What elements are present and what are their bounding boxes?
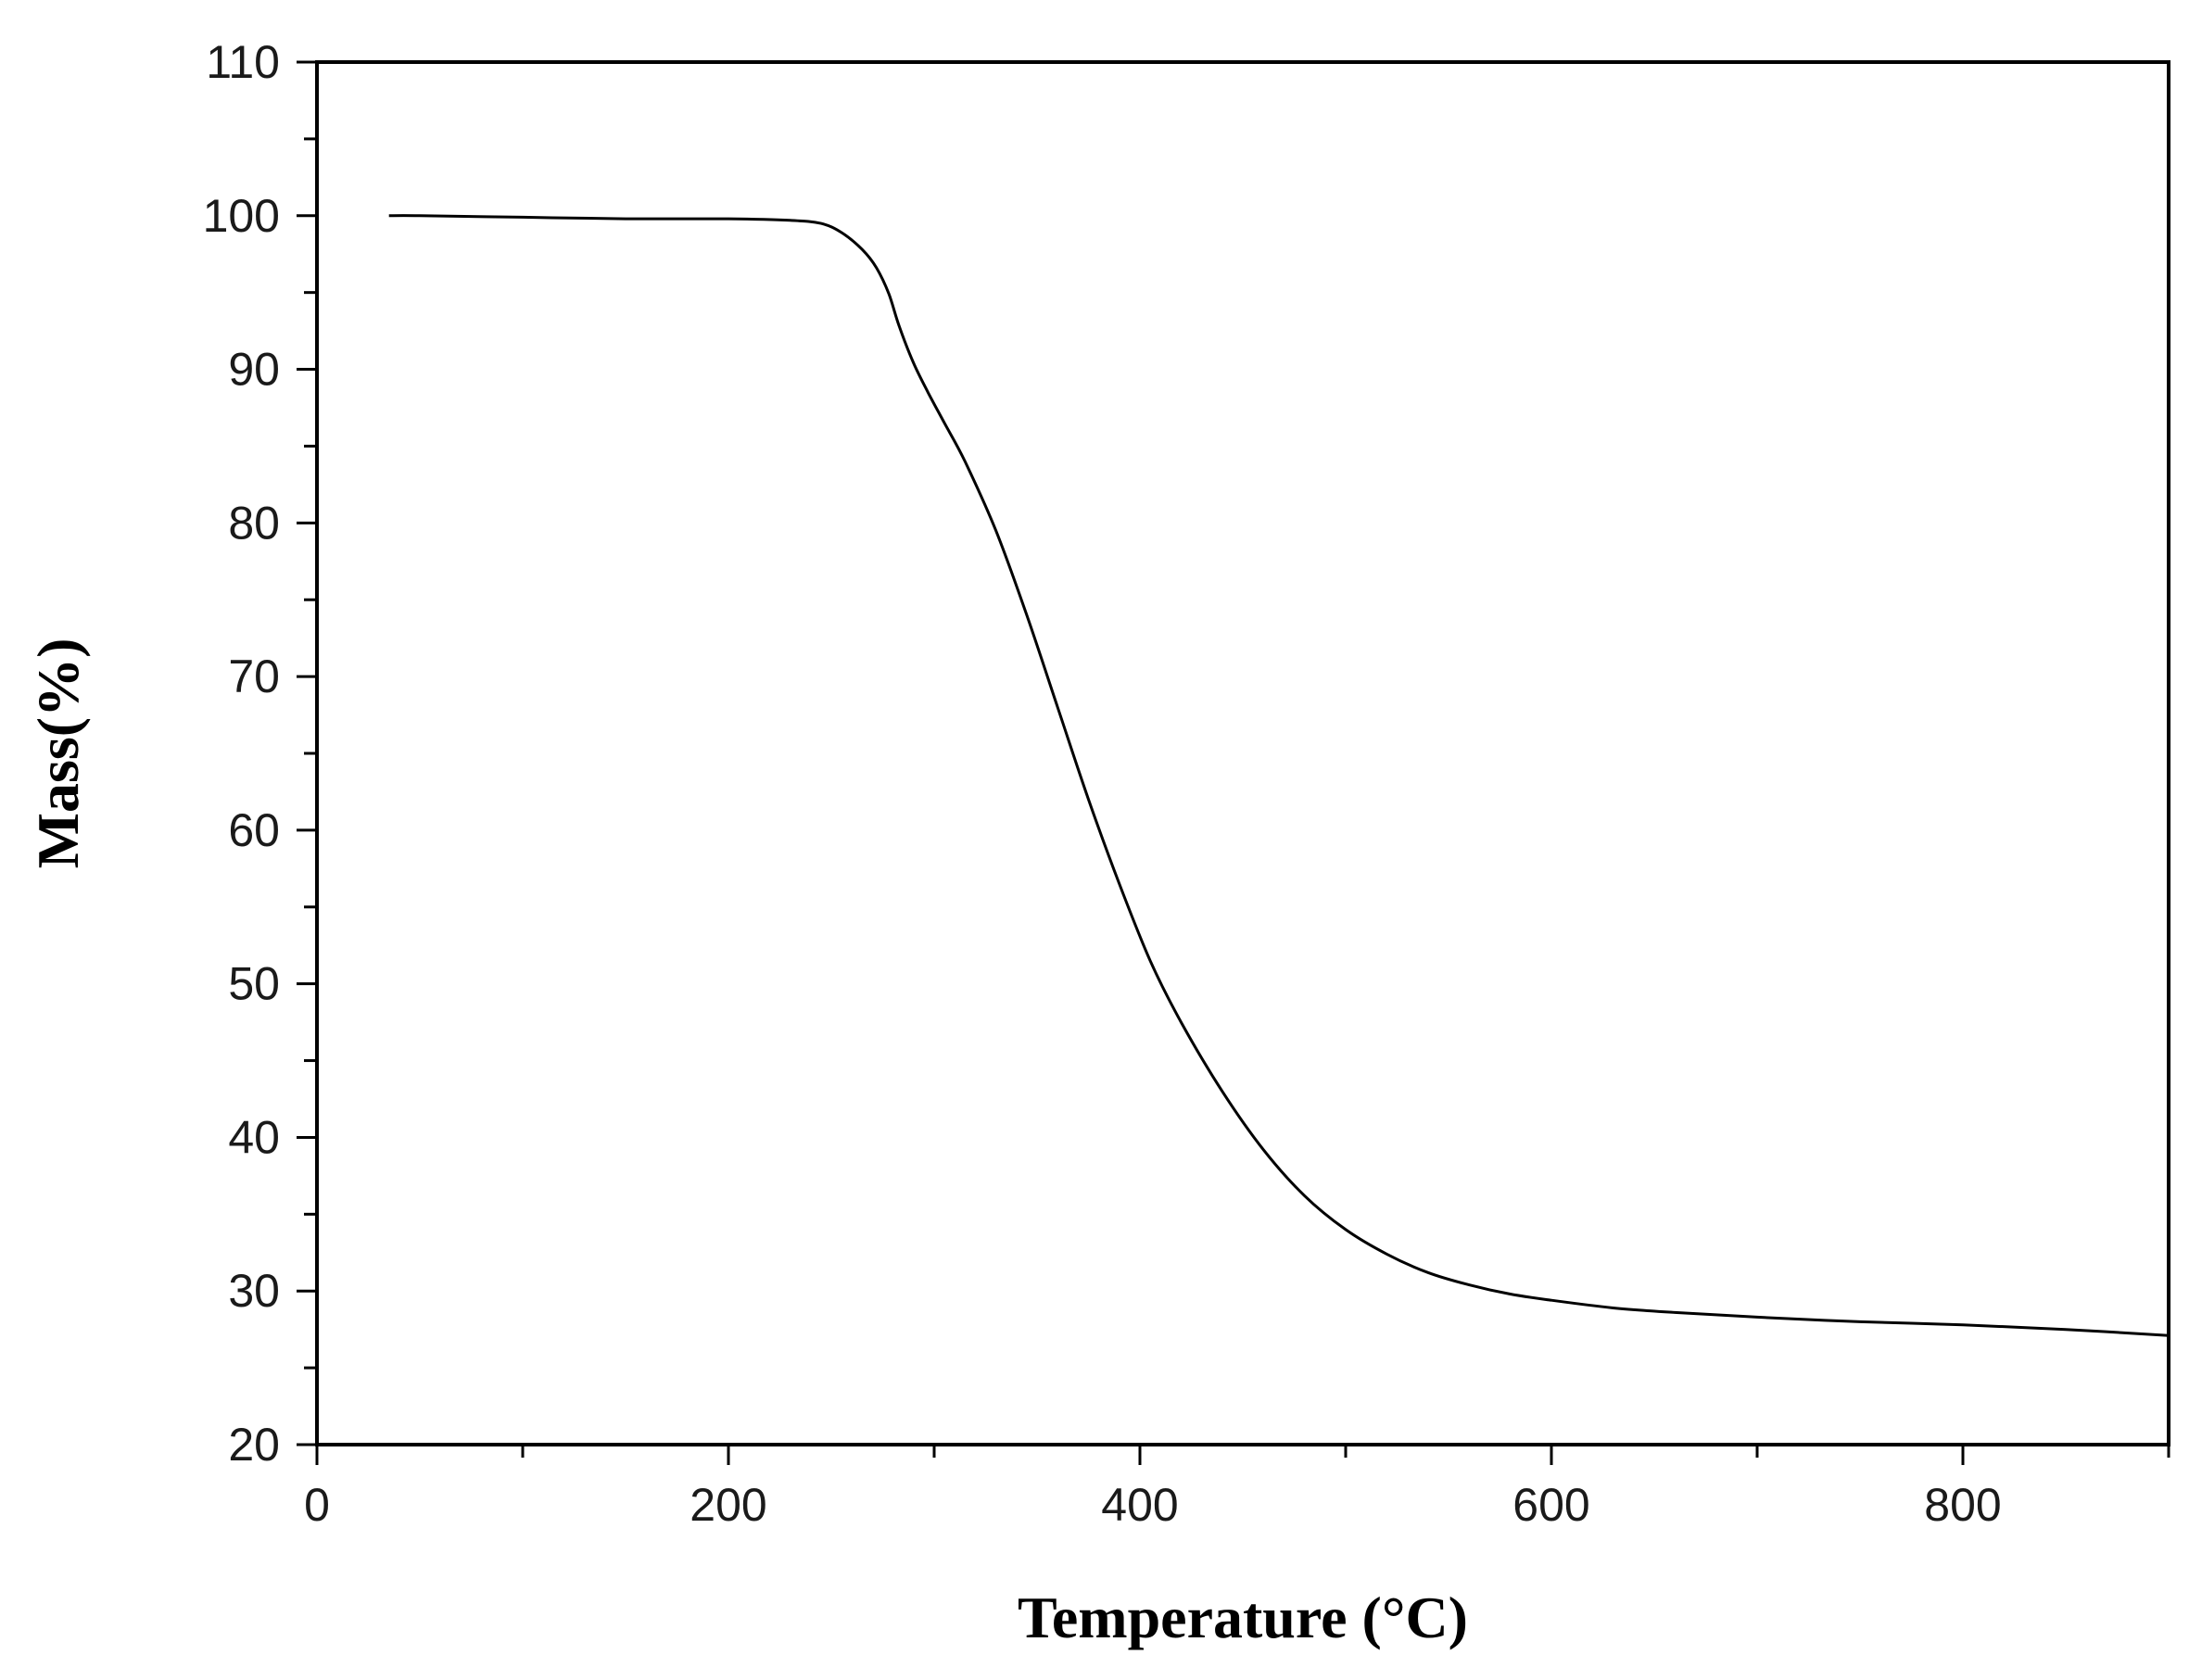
x-axis-ticks	[315, 1445, 2170, 1465]
x-axis-title: Temperature (°C)	[1018, 1585, 1468, 1650]
x-tick-label: 400	[1101, 1479, 1178, 1531]
x-tick-label: 800	[1924, 1479, 2001, 1531]
y-axis-ticks	[297, 60, 317, 1446]
y-tick-label: 50	[228, 958, 280, 1010]
y-tick-label: 110	[206, 36, 280, 88]
x-tick-label: 200	[690, 1479, 766, 1531]
y-tick-label: 70	[228, 651, 280, 702]
plot-frame	[315, 60, 2170, 1446]
y-tick-label: 30	[228, 1265, 280, 1317]
y-tick-label: 80	[228, 497, 280, 549]
y-tick-label: 60	[228, 804, 280, 856]
x-tick-label: 600	[1512, 1479, 1589, 1531]
x-axis-tick-labels: 0 200 400 600 800	[304, 1479, 2002, 1531]
y-tick-label: 20	[228, 1419, 280, 1471]
y-tick-label: 100	[203, 190, 280, 242]
y-axis-title: Mass(%)	[25, 638, 91, 869]
mass-curve	[388, 214, 2170, 1337]
y-tick-label: 90	[228, 344, 280, 396]
y-axis-tick-labels: 20 30 40 50 60 70 80 90 100 110	[203, 36, 280, 1471]
y-tick-label: 40	[228, 1111, 280, 1163]
x-tick-label: 0	[304, 1479, 330, 1531]
